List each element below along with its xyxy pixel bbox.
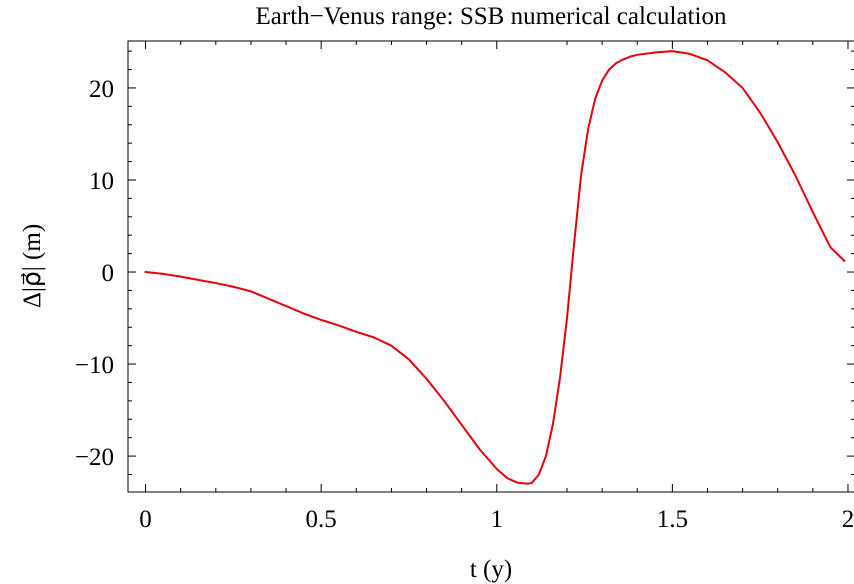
ticks xyxy=(128,41,854,492)
x-tick-label: 1 xyxy=(491,506,504,533)
x-axis-label: t (y) xyxy=(470,556,512,583)
plot-frame xyxy=(127,40,854,493)
y-tick-label: −10 xyxy=(75,352,114,379)
y-tick-label: −20 xyxy=(75,444,114,471)
y-axis-label: Δ|ρ⃗| (m) xyxy=(19,224,46,308)
x-tick-label: 1.5 xyxy=(657,506,688,533)
series-line xyxy=(144,50,846,485)
x-tick-label: 0.5 xyxy=(306,506,337,533)
x-tick-label: 0 xyxy=(139,506,152,533)
x-tick-label: 2 xyxy=(842,506,854,533)
y-tick-label: 10 xyxy=(89,168,114,195)
tick-labels: 0 0.5 1 1.5 2 −20 −10 0 10 20 xyxy=(75,76,854,533)
y-tick-label: 20 xyxy=(89,76,114,103)
y-tick-label: 0 xyxy=(102,260,115,287)
chart-title: Earth−Venus range: SSB numerical calcula… xyxy=(256,3,727,30)
